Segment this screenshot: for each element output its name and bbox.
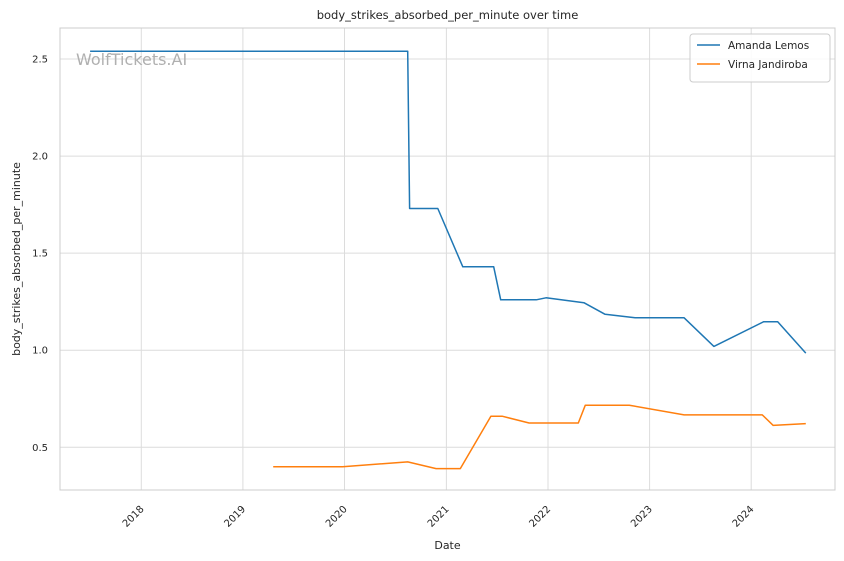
plot-area-frame	[59, 27, 836, 491]
watermark-text: WolfTickets.AI	[76, 50, 187, 69]
gridlines	[60, 28, 835, 490]
y-tick-label: 1.0	[32, 346, 48, 357]
y-tick-label: 0.5	[32, 443, 48, 454]
legend-label: Virna Jandiroba	[728, 59, 808, 71]
series-line-1	[90, 50, 807, 354]
legend: Amanda Lemos Virna Jandiroba	[689, 33, 831, 83]
legend-box	[689, 33, 831, 83]
chart-title: body_strikes_absorbed_per_minute over ti…	[317, 8, 579, 22]
y-tick-label: 1.5	[32, 249, 48, 260]
x-axis-label: Date	[434, 539, 461, 552]
series-line-2	[273, 404, 806, 470]
y-axis-label: body_strikes_absorbed_per_minute	[10, 162, 23, 356]
legend-label: Amanda Lemos	[728, 40, 809, 52]
y-tick-label: 2.5	[32, 55, 48, 66]
series-lines	[90, 50, 807, 470]
y-tick-label: 2.0	[32, 152, 48, 163]
